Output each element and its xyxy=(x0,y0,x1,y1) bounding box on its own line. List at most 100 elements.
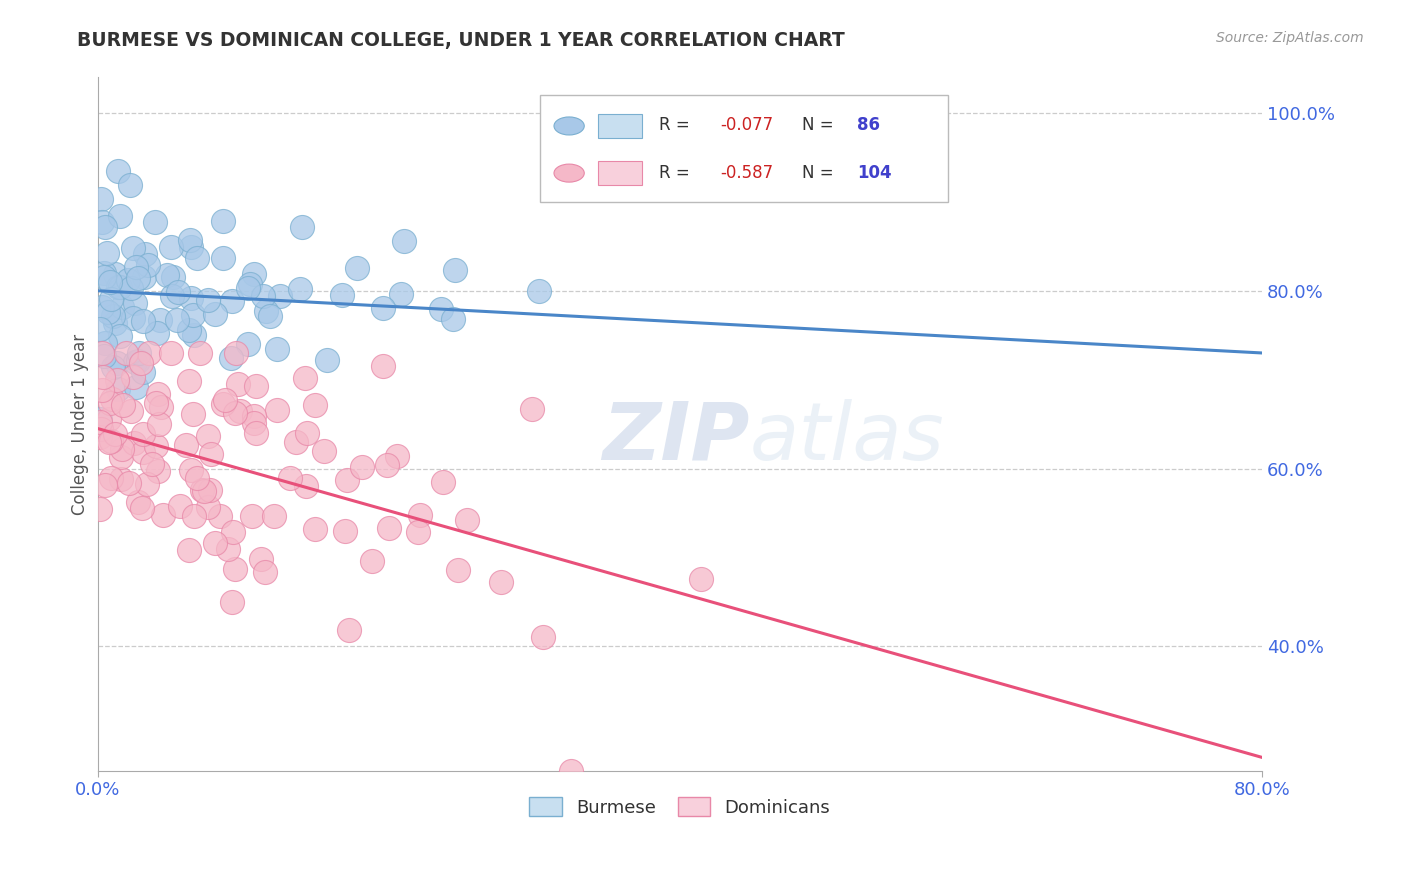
Point xyxy=(239,277,262,292)
Point xyxy=(91,300,114,314)
Point xyxy=(90,346,112,360)
Point xyxy=(91,370,114,384)
Point xyxy=(91,215,114,229)
Point xyxy=(120,404,142,418)
Point xyxy=(186,471,208,485)
Point xyxy=(101,309,124,323)
Y-axis label: College, Under 1 year: College, Under 1 year xyxy=(72,334,89,515)
Point xyxy=(132,270,155,285)
Point xyxy=(204,535,226,549)
Point xyxy=(143,214,166,228)
Text: N =: N = xyxy=(801,164,839,182)
Point xyxy=(208,508,231,523)
Point xyxy=(304,398,326,412)
Point xyxy=(330,288,353,302)
Point xyxy=(441,312,464,326)
Point xyxy=(690,572,713,586)
Point xyxy=(219,351,242,365)
Circle shape xyxy=(554,117,585,135)
Text: BURMESE VS DOMINICAN COLLEGE, UNDER 1 YEAR CORRELATION CHART: BURMESE VS DOMINICAN COLLEGE, UNDER 1 YE… xyxy=(77,31,845,50)
Point xyxy=(110,472,132,486)
Point xyxy=(152,508,174,523)
Point xyxy=(124,296,146,310)
Point xyxy=(249,551,271,566)
Point xyxy=(177,542,200,557)
Point xyxy=(132,365,155,379)
Legend: Burmese, Dominicans: Burmese, Dominicans xyxy=(522,790,838,824)
Point xyxy=(361,554,384,568)
Point xyxy=(117,273,139,287)
Point xyxy=(131,314,153,328)
Point xyxy=(100,395,122,409)
Point xyxy=(225,346,247,360)
Point xyxy=(146,387,169,401)
Point xyxy=(336,473,359,487)
Point xyxy=(278,471,301,485)
Point xyxy=(124,379,146,393)
Point xyxy=(266,342,288,356)
Point xyxy=(104,316,127,330)
Point xyxy=(212,214,235,228)
Point xyxy=(288,282,311,296)
Point xyxy=(93,349,115,363)
Point xyxy=(221,594,243,608)
Point xyxy=(291,219,314,234)
Point xyxy=(121,310,143,325)
Point xyxy=(394,234,416,248)
Point xyxy=(520,401,543,416)
Point xyxy=(294,479,316,493)
Point xyxy=(100,293,122,307)
Point xyxy=(432,475,454,489)
Point xyxy=(224,561,246,575)
Point xyxy=(229,404,252,418)
Point xyxy=(169,500,191,514)
Point xyxy=(181,308,204,322)
Point xyxy=(107,382,129,396)
Point xyxy=(159,346,181,360)
Point xyxy=(337,623,360,637)
Point xyxy=(138,346,160,360)
Point xyxy=(409,508,432,522)
FancyBboxPatch shape xyxy=(598,114,643,137)
Point xyxy=(127,271,149,285)
Point xyxy=(297,425,319,440)
Point xyxy=(100,471,122,485)
Point xyxy=(243,267,266,281)
Point xyxy=(456,513,478,527)
Point xyxy=(243,416,266,430)
Point xyxy=(186,251,208,265)
Text: Source: ZipAtlas.com: Source: ZipAtlas.com xyxy=(1216,31,1364,45)
Point xyxy=(91,383,114,397)
Point xyxy=(118,475,141,490)
Point xyxy=(146,464,169,478)
Text: ZIP: ZIP xyxy=(602,399,749,477)
Point xyxy=(160,240,183,254)
Text: 86: 86 xyxy=(856,116,880,134)
Point xyxy=(224,406,246,420)
Point xyxy=(179,233,201,247)
Point xyxy=(98,412,121,426)
Point xyxy=(430,301,453,316)
Point xyxy=(197,293,219,308)
Point xyxy=(128,346,150,360)
Point xyxy=(443,262,465,277)
Point xyxy=(211,397,233,411)
Point xyxy=(148,417,170,432)
Point xyxy=(211,251,233,265)
Point xyxy=(132,426,155,441)
Point xyxy=(373,301,395,315)
Point xyxy=(150,401,173,415)
Point xyxy=(105,356,128,370)
Point xyxy=(93,478,115,492)
Point xyxy=(200,483,222,497)
Point xyxy=(118,178,141,193)
Point xyxy=(121,241,143,255)
Point xyxy=(252,289,274,303)
Point xyxy=(527,284,550,298)
Point xyxy=(259,309,281,323)
Point xyxy=(162,270,184,285)
Point xyxy=(127,354,149,368)
Point xyxy=(183,328,205,343)
Point xyxy=(200,447,222,461)
Point xyxy=(181,407,204,421)
